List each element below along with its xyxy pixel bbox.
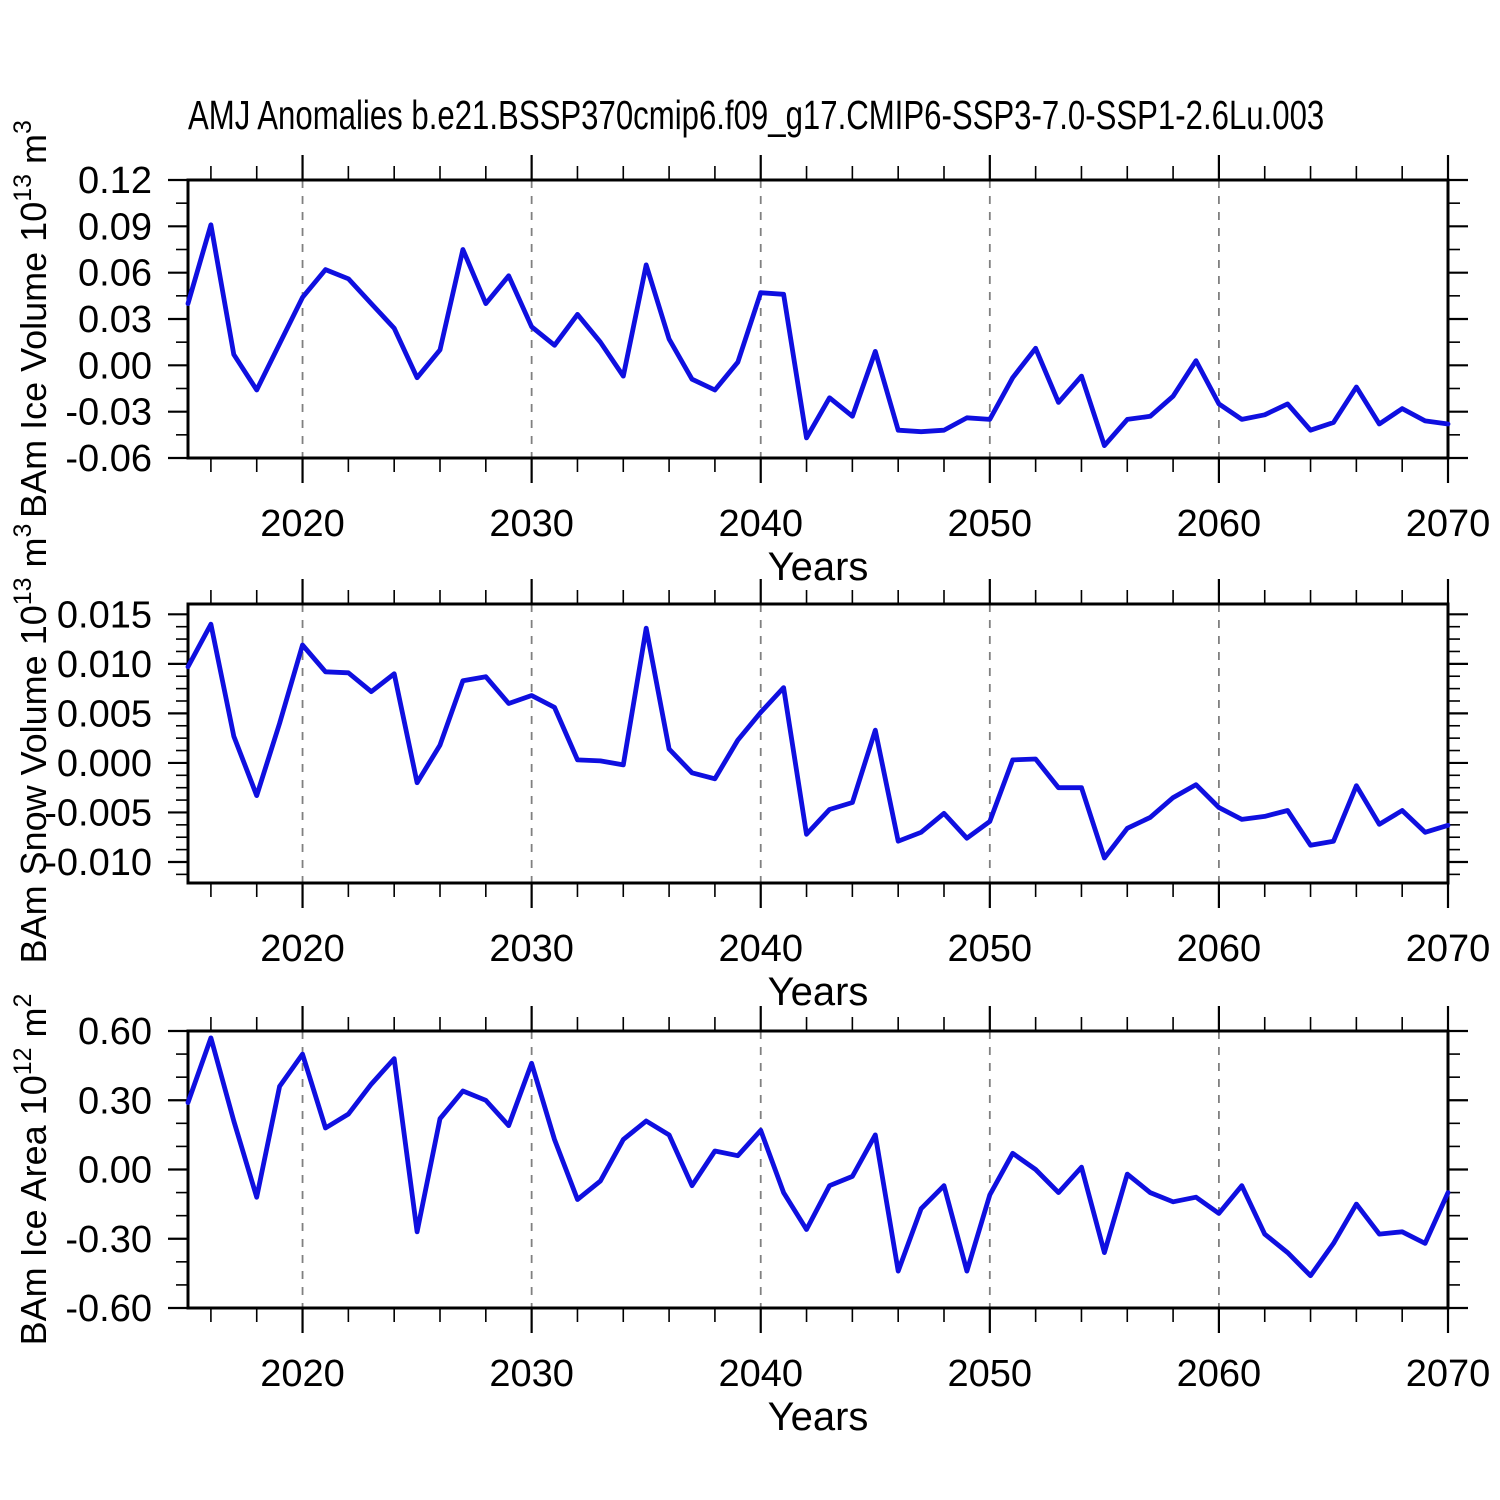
x-tick-label: 2070 [1406, 928, 1491, 970]
x-axis-label: Years [768, 970, 869, 1014]
y-tick-label: 0.12 [78, 160, 152, 202]
ice-volume-series-line [185, 222, 1451, 449]
snow-volume-chart: 2020 2030 2040 2050 2060 2070 Years 0.015 0.010 0… [9, 524, 1490, 1014]
y-axis-label: BAm Ice Area 1012 m2 [9, 994, 54, 1346]
y-tick-label: 0.30 [78, 1080, 152, 1122]
y-tick-label: 0.00 [78, 345, 152, 387]
x-tick-label: 2060 [1177, 928, 1262, 970]
x-tick-label: 2070 [1406, 1353, 1491, 1395]
y-tick-label: -0.03 [65, 392, 152, 434]
x-tick-label: 2020 [260, 503, 345, 545]
x-tick-label: 2050 [948, 503, 1033, 545]
y-tick-label: -0.010 [44, 842, 152, 884]
y-tick-label: 0.06 [78, 253, 152, 295]
x-tick-label: 2020 [260, 928, 345, 970]
x-tick-label: 2050 [948, 1353, 1033, 1395]
y-tick-label: -0.005 [44, 792, 152, 834]
y-tick-label: 0.015 [57, 594, 152, 636]
x-tick-label: 2060 [1177, 503, 1262, 545]
ice-area-chart: 2020 2030 2040 2050 2060 2070 Years 0.60 0.30 0.0… [9, 994, 1490, 1439]
y-tick-label: 0.000 [57, 743, 152, 785]
x-tick-label: 2050 [948, 928, 1033, 970]
ice-area-series-line [185, 1035, 1451, 1279]
y-tick-label: 0.010 [57, 644, 152, 686]
y-tick-label: -0.60 [65, 1288, 152, 1330]
x-tick-label: 2060 [1177, 1353, 1262, 1395]
y-tick-label: 0.00 [78, 1150, 152, 1192]
y-tick-label: -0.06 [65, 438, 152, 480]
x-tick-label: 2020 [260, 1353, 345, 1395]
x-tick-label: 2030 [489, 503, 574, 545]
figure-title: AMJ Anomalies b.e21.BSSP370cmip6.f09_g17… [188, 92, 1325, 138]
x-tick-label: 2040 [718, 928, 803, 970]
x-tick-label: 2070 [1406, 503, 1491, 545]
x-axis-label: Years [768, 545, 869, 589]
y-tick-label: 0.005 [57, 693, 152, 735]
ice-volume-chart: 2020 2030 2040 2050 2060 2070 Years 0.120.09 0.0… [9, 120, 1490, 589]
y-tick-label: 0.60 [78, 1011, 152, 1053]
y-tick-label: 0.09 [78, 206, 152, 248]
x-tick-label: 2040 [718, 1353, 803, 1395]
snow-volume-series-line [185, 621, 1451, 861]
y-axis-label: BAm Ice Volume 1013 m3 [9, 120, 54, 518]
x-tick-label: 2040 [718, 503, 803, 545]
x-axis-label: Years [768, 1395, 869, 1439]
x-tick-label: 2030 [489, 928, 574, 970]
y-tick-label: 0.03 [78, 299, 152, 341]
y-tick-label: -0.30 [65, 1219, 152, 1261]
x-tick-label: 2030 [489, 1353, 574, 1395]
y-axis-label: BAm Snow Volume 1013 m3 [9, 524, 54, 964]
